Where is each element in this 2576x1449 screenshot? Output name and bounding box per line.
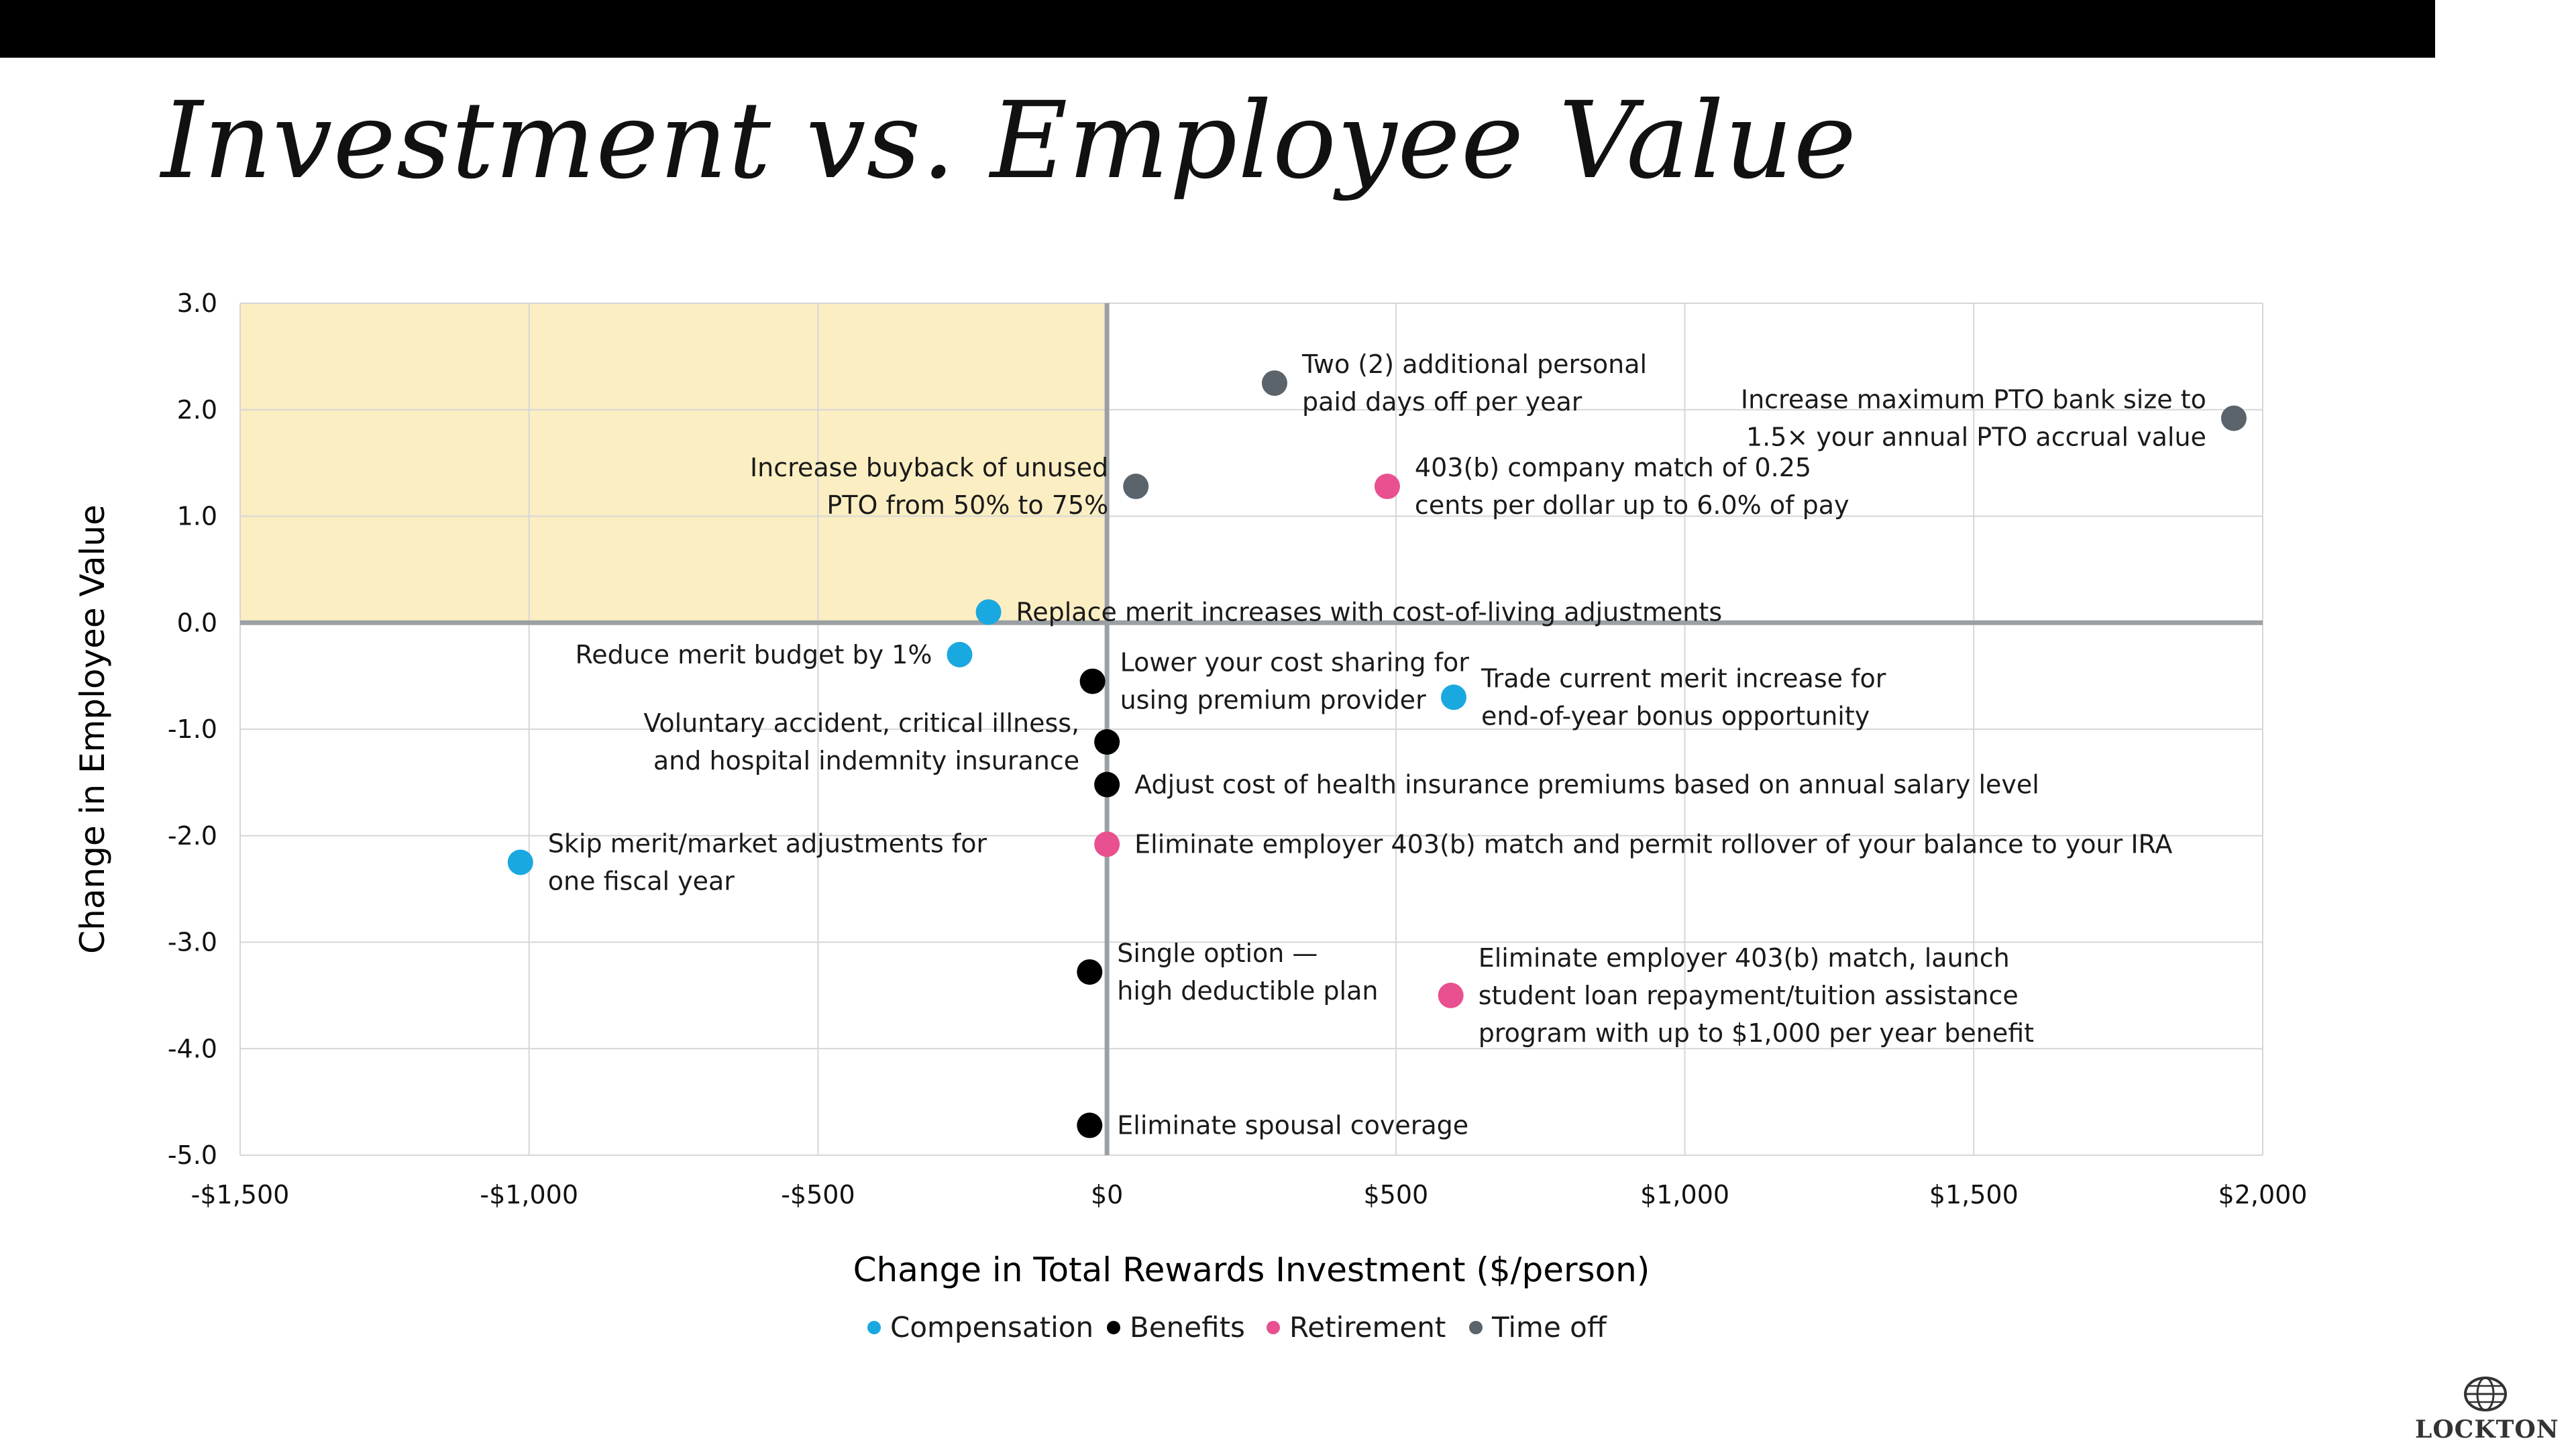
point-label: Voluntary accident, critical illness, xyxy=(643,708,1079,738)
data-point xyxy=(1094,729,1120,755)
point-label: Adjust cost of health insurance premiums… xyxy=(1134,770,2039,800)
point-label: Increase maximum PTO bank size to xyxy=(1741,384,2206,414)
y-tick-label: 0.0 xyxy=(177,608,217,637)
point-label: Skip merit/market adjustments for xyxy=(548,828,987,858)
point-label: Increase buyback of unused xyxy=(750,453,1108,482)
x-tick-label: $500 xyxy=(1363,1180,1428,1210)
data-point xyxy=(1123,474,1149,500)
point-label: high deductible plan xyxy=(1117,976,1378,1006)
data-point xyxy=(1079,668,1106,694)
y-tick-label: -3.0 xyxy=(168,928,217,957)
legend-label: Compensation xyxy=(890,1311,1093,1344)
data-point xyxy=(947,641,973,667)
top-bar xyxy=(0,0,2435,58)
point-label: PTO from 50% to 75% xyxy=(826,490,1108,520)
point-label: 1.5× your annual PTO accrual value xyxy=(1746,422,2206,451)
lockton-logo: LOCKTON xyxy=(2415,1375,2559,1444)
logo-text: LOCKTON xyxy=(2415,1415,2559,1444)
x-tick-label: -$1,500 xyxy=(191,1180,290,1210)
y-tick-label: 2.0 xyxy=(177,395,217,425)
point-label: cents per dollar up to 6.0% of pay xyxy=(1415,490,1849,520)
point-label: and hospital indemnity insurance xyxy=(653,746,1079,775)
point-label: program with up to $1,000 per year benef… xyxy=(1479,1018,2034,1048)
point-label: Single option — xyxy=(1117,938,1318,968)
point-label: student loan repayment/tuition assistanc… xyxy=(1479,981,2019,1010)
legend-label: Time off xyxy=(1491,1311,1607,1344)
y-tick-label: 3.0 xyxy=(177,288,217,318)
legend-label: Retirement xyxy=(1289,1311,1446,1344)
data-point xyxy=(507,849,533,875)
legend-marker xyxy=(1267,1321,1280,1334)
point-label: paid days off per year xyxy=(1302,387,1582,417)
point-label: 403(b) company match of 0.25 xyxy=(1415,453,1811,482)
point-label: one fiscal year xyxy=(548,866,735,896)
point-label: Eliminate spousal coverage xyxy=(1117,1111,1468,1140)
y-tick-label: 1.0 xyxy=(177,502,217,531)
legend-marker xyxy=(867,1321,881,1334)
data-point xyxy=(975,599,1002,625)
x-axis-title: Change in Total Rewards Investment ($/pe… xyxy=(853,1250,1650,1289)
slide-title: Investment vs. Employee Value xyxy=(161,79,1858,203)
point-label: Eliminate employer 403(b) match and perm… xyxy=(1134,829,2172,859)
y-tick-label: -1.0 xyxy=(168,714,217,744)
x-tick-label: $1,500 xyxy=(1929,1180,2019,1210)
legend-marker xyxy=(1469,1321,1483,1334)
point-label: using premium provider xyxy=(1120,686,1426,715)
globe-icon xyxy=(2464,1377,2507,1411)
highlight-region xyxy=(240,303,1108,623)
legend-label: Benefits xyxy=(1130,1311,1245,1344)
point-label: Lower your cost sharing for xyxy=(1120,648,1470,678)
legend-marker xyxy=(1107,1321,1120,1334)
point-label: Two (2) additional personal xyxy=(1301,350,1647,379)
x-tick-label: -$500 xyxy=(781,1180,855,1210)
y-tick-label: -5.0 xyxy=(168,1140,217,1170)
y-tick-label: -4.0 xyxy=(168,1034,217,1063)
x-tick-label: $2,000 xyxy=(2218,1180,2308,1210)
point-label: end-of-year bonus opportunity xyxy=(1481,701,1870,731)
data-point xyxy=(1094,831,1120,857)
point-label: Trade current merit increase for xyxy=(1481,663,1886,693)
data-point xyxy=(1077,1112,1103,1138)
point-label: Reduce merit budget by 1% xyxy=(576,640,932,669)
y-tick-label: -2.0 xyxy=(168,821,217,851)
data-point xyxy=(1441,684,1466,710)
data-point xyxy=(1077,959,1103,985)
x-tick-label: -$1,000 xyxy=(480,1180,578,1210)
data-point xyxy=(1094,771,1120,798)
point-label: Replace merit increases with cost-of-liv… xyxy=(1016,597,1723,627)
data-point xyxy=(1374,474,1400,500)
point-label: Eliminate employer 403(b) match, launch xyxy=(1479,943,2010,973)
data-point xyxy=(1438,982,1464,1008)
x-tick-label: $1,000 xyxy=(1640,1180,1729,1210)
x-tick-label: $0 xyxy=(1091,1180,1123,1210)
data-point xyxy=(2220,405,2247,431)
y-axis-title: Change in Employee Value xyxy=(73,504,112,954)
data-point xyxy=(1261,370,1287,396)
